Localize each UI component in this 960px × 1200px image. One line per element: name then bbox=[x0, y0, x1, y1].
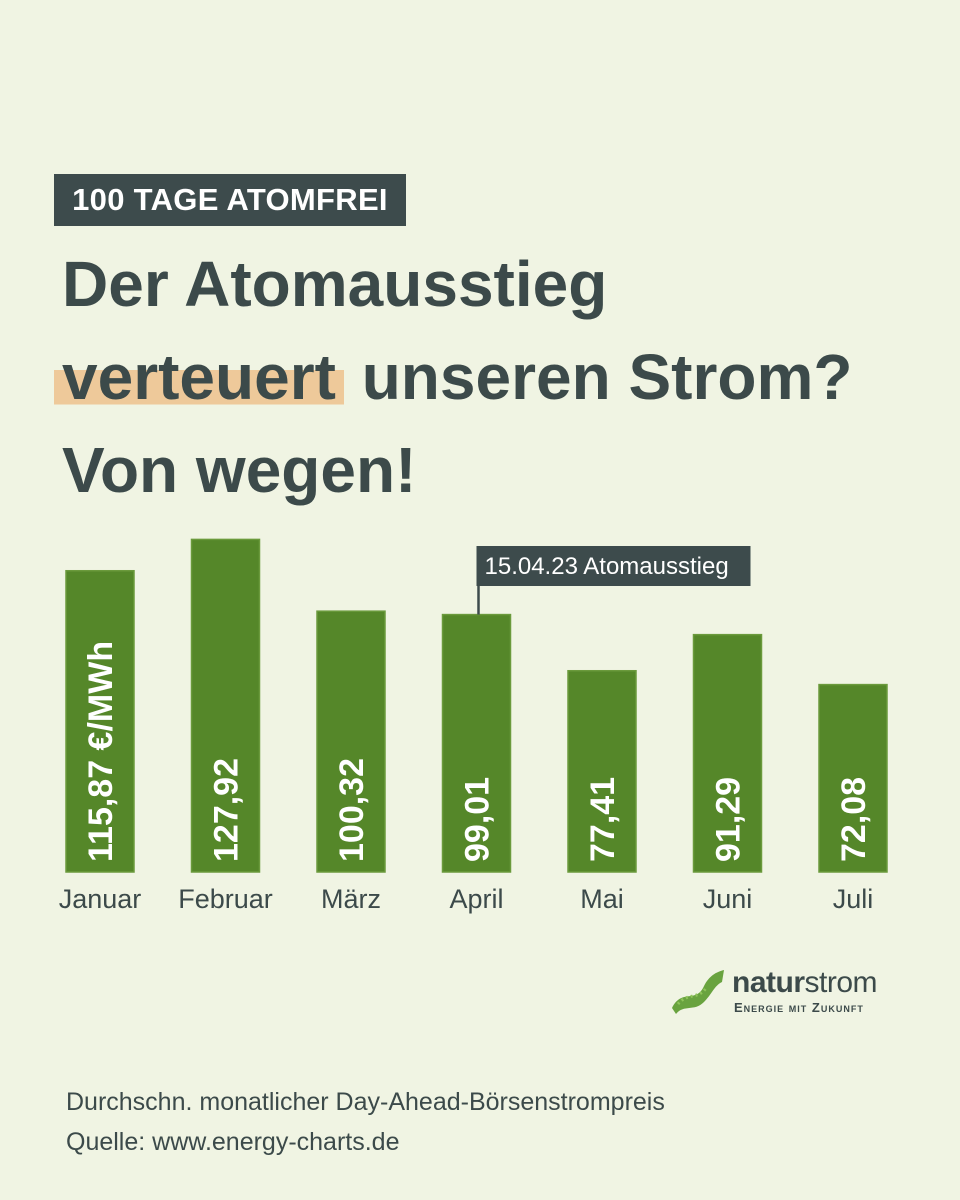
bar-april bbox=[441, 613, 512, 873]
naturstrom-logo: naturstrom Energie mit Zukunft bbox=[668, 964, 898, 1020]
annotation-box bbox=[476, 546, 751, 586]
bar-value-label: 100,32 bbox=[333, 758, 371, 862]
category-label: März bbox=[321, 884, 381, 914]
logo-name-light: strom bbox=[804, 966, 878, 999]
bar-value-label: 99,01 bbox=[459, 777, 497, 862]
logo-name: naturstrom bbox=[732, 966, 877, 1000]
bar-juli bbox=[818, 683, 888, 873]
chart-caption: Durchschn. monatlicher Day-Ahead-Börsens… bbox=[66, 1088, 665, 1116]
headline-line-3: Von wegen! bbox=[62, 434, 417, 506]
bar-value-label: 127,92 bbox=[208, 758, 246, 862]
source-note: Quelle: www.energy-charts.de bbox=[66, 1128, 400, 1156]
category-label: April bbox=[449, 884, 503, 914]
annotation-text: 15.04.23 Atomausstieg bbox=[485, 553, 729, 580]
bar-juni bbox=[692, 633, 763, 873]
logo-wave-icon bbox=[672, 970, 724, 1014]
category-label: Juli bbox=[833, 884, 874, 914]
logo-tagline: Energie mit Zukunft bbox=[734, 1000, 864, 1015]
headline-line-2: verteuert unseren Strom? bbox=[54, 331, 853, 424]
bar-februar bbox=[190, 538, 261, 873]
topic-tag: 100 TAGE ATOMFREI bbox=[54, 174, 406, 226]
bar-märz bbox=[316, 610, 386, 873]
bar-value-label: 91,29 bbox=[710, 777, 748, 862]
bar-januar bbox=[65, 569, 135, 873]
bar-mai bbox=[567, 669, 637, 873]
headline: Der Atomausstieg verteuert unseren Strom… bbox=[54, 238, 853, 517]
category-label: Juni bbox=[703, 884, 753, 914]
headline-highlight: verteuert bbox=[54, 341, 344, 413]
bar-value-label: 72,08 bbox=[835, 777, 873, 862]
headline-line-2-rest: unseren Strom? bbox=[343, 341, 853, 413]
category-label: Januar bbox=[59, 884, 142, 914]
headline-line-1: Der Atomausstieg bbox=[62, 248, 608, 320]
logo-name-bold: natur bbox=[732, 966, 805, 999]
category-label: Mai bbox=[580, 884, 624, 914]
bar-value-label: 115,87 €/MWh bbox=[82, 641, 120, 862]
price-bar-chart: 115,87 €/MWh Januar 127,92 Februar 100,32 Mär… bbox=[59, 538, 888, 914]
bar-value-label: 77,41 bbox=[584, 777, 622, 862]
category-label: Februar bbox=[178, 884, 273, 914]
